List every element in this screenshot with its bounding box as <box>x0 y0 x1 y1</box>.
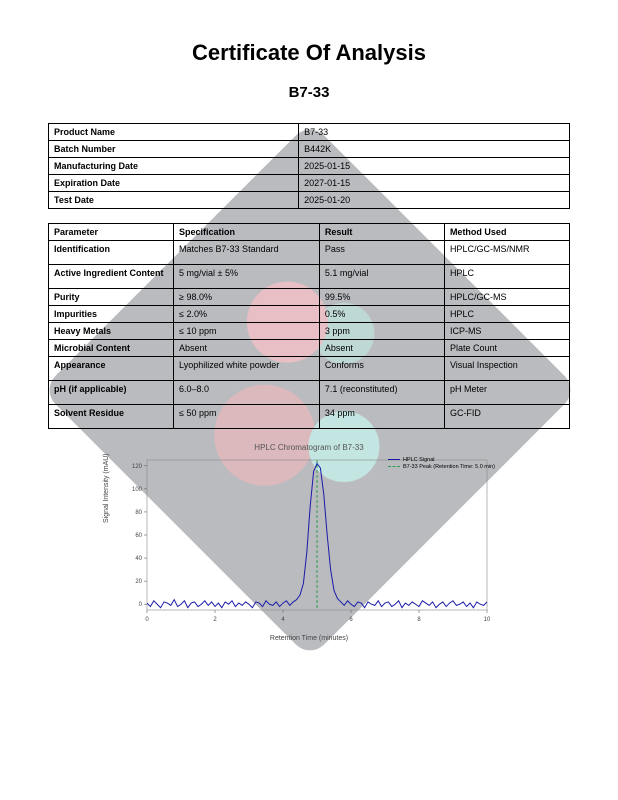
param-cell: 5.1 mg/vial <box>319 265 444 289</box>
param-cell: ≤ 2.0% <box>174 306 320 323</box>
svg-text:0: 0 <box>145 617 149 623</box>
param-cell: 5 mg/vial ± 5% <box>174 265 320 289</box>
param-cell: 0.5% <box>319 306 444 323</box>
param-cell: 3 ppm <box>319 323 444 340</box>
param-cell: 7.1 (reconstituted) <box>319 381 444 405</box>
param-header: Method Used <box>444 224 569 241</box>
param-row: Impurities≤ 2.0%0.5%HPLC <box>49 306 570 323</box>
info-label: Product Name <box>49 124 299 141</box>
param-cell: Matches B7-33 Standard <box>174 241 320 265</box>
info-row: Product NameB7-33 <box>49 124 570 141</box>
param-cell: Plate Count <box>444 340 569 357</box>
param-cell: Purity <box>49 289 174 306</box>
info-value: B7-33 <box>299 124 570 141</box>
svg-text:40: 40 <box>135 556 142 562</box>
legend-item: B7-33 Peak (Retention Time: 5.0 min) <box>388 464 495 471</box>
info-row: Batch NumberB442K <box>49 141 570 158</box>
legend-swatch <box>388 459 400 460</box>
param-row: IdentificationMatches B7-33 StandardPass… <box>49 241 570 265</box>
param-cell: Appearance <box>49 357 174 381</box>
param-cell: Heavy Metals <box>49 323 174 340</box>
param-cell: Lyophilized white powder <box>174 357 320 381</box>
info-value: B442K <box>299 141 570 158</box>
legend-swatch <box>388 466 400 467</box>
info-label: Batch Number <box>49 141 299 158</box>
chart-plot-area: 0246810020406080100120 <box>119 454 493 628</box>
param-header: Specification <box>174 224 320 241</box>
svg-text:60: 60 <box>135 533 142 539</box>
parameters-table: ParameterSpecificationResultMethod Used … <box>48 223 570 429</box>
svg-text:20: 20 <box>135 579 142 585</box>
param-cell: Absent <box>319 340 444 357</box>
param-row: Purity≥ 98.0%99.5%HPLC/GC-MS <box>49 289 570 306</box>
param-cell: HPLC <box>444 265 569 289</box>
param-row: AppearanceLyophilized white powderConfor… <box>49 357 570 381</box>
param-cell: HPLC/GC-MS <box>444 289 569 306</box>
param-cell: Identification <box>49 241 174 265</box>
info-label: Test Date <box>49 192 299 209</box>
param-cell: Pass <box>319 241 444 265</box>
info-value: 2025-01-20 <box>299 192 570 209</box>
info-value: 2025-01-15 <box>299 158 570 175</box>
hplc-chromatogram-chart: HPLC Chromatogram of B7-33 HPLC SignalB7… <box>119 443 499 642</box>
param-cell: Active Ingredient Content <box>49 265 174 289</box>
param-row: Microbial ContentAbsentAbsentPlate Count <box>49 340 570 357</box>
legend-label: HPLC Signal <box>403 457 435 463</box>
param-cell: ≥ 98.0% <box>174 289 320 306</box>
info-value: 2027-01-15 <box>299 175 570 192</box>
param-cell: 34 ppm <box>319 405 444 429</box>
legend-item: HPLC Signal <box>388 457 495 464</box>
param-cell: Impurities <box>49 306 174 323</box>
param-cell: Visual Inspection <box>444 357 569 381</box>
param-cell: Absent <box>174 340 320 357</box>
param-cell: pH Meter <box>444 381 569 405</box>
product-info-table: Product NameB7-33Batch NumberB442KManufa… <box>48 123 570 209</box>
param-cell: ≤ 10 ppm <box>174 323 320 340</box>
param-header: Result <box>319 224 444 241</box>
param-row: Active Ingredient Content5 mg/vial ± 5%5… <box>49 265 570 289</box>
chart-legend: HPLC SignalB7-33 Peak (Retention Time: 5… <box>388 457 495 471</box>
y-axis-label: Signal Intensity (mAU) <box>103 453 110 523</box>
param-cell: GC-FID <box>444 405 569 429</box>
param-cell: pH (if applicable) <box>49 381 174 405</box>
page-title: Certificate Of Analysis <box>48 40 570 66</box>
param-cell: HPLC/GC-MS/NMR <box>444 241 569 265</box>
svg-text:10: 10 <box>484 617 491 623</box>
info-label: Expiration Date <box>49 175 299 192</box>
page-subtitle: B7-33 <box>48 84 570 101</box>
info-label: Manufacturing Date <box>49 158 299 175</box>
param-cell: 99.5% <box>319 289 444 306</box>
info-row: Test Date2025-01-20 <box>49 192 570 209</box>
x-axis-label: Retention Time (minutes) <box>119 635 499 642</box>
svg-text:0: 0 <box>139 602 143 608</box>
param-cell: 6.0–8.0 <box>174 381 320 405</box>
svg-text:6: 6 <box>349 617 353 623</box>
param-cell: HPLC <box>444 306 569 323</box>
svg-text:80: 80 <box>135 510 142 516</box>
param-cell: Microbial Content <box>49 340 174 357</box>
param-row: Solvent Residue≤ 50 ppm34 ppmGC-FID <box>49 405 570 429</box>
param-cell: Solvent Residue <box>49 405 174 429</box>
svg-text:2: 2 <box>213 617 217 623</box>
svg-text:100: 100 <box>132 487 143 493</box>
info-row: Manufacturing Date2025-01-15 <box>49 158 570 175</box>
info-row: Expiration Date2027-01-15 <box>49 175 570 192</box>
param-row: pH (if applicable)6.0–8.07.1 (reconstitu… <box>49 381 570 405</box>
param-cell: ≤ 50 ppm <box>174 405 320 429</box>
param-cell: Conforms <box>319 357 444 381</box>
param-row: Heavy Metals≤ 10 ppm3 ppmICP-MS <box>49 323 570 340</box>
svg-text:8: 8 <box>417 617 421 623</box>
svg-text:4: 4 <box>281 617 285 623</box>
param-cell: ICP-MS <box>444 323 569 340</box>
chart-title: HPLC Chromatogram of B7-33 <box>119 443 499 452</box>
legend-label: B7-33 Peak (Retention Time: 5.0 min) <box>403 464 495 470</box>
param-header: Parameter <box>49 224 174 241</box>
svg-text:120: 120 <box>132 464 143 470</box>
